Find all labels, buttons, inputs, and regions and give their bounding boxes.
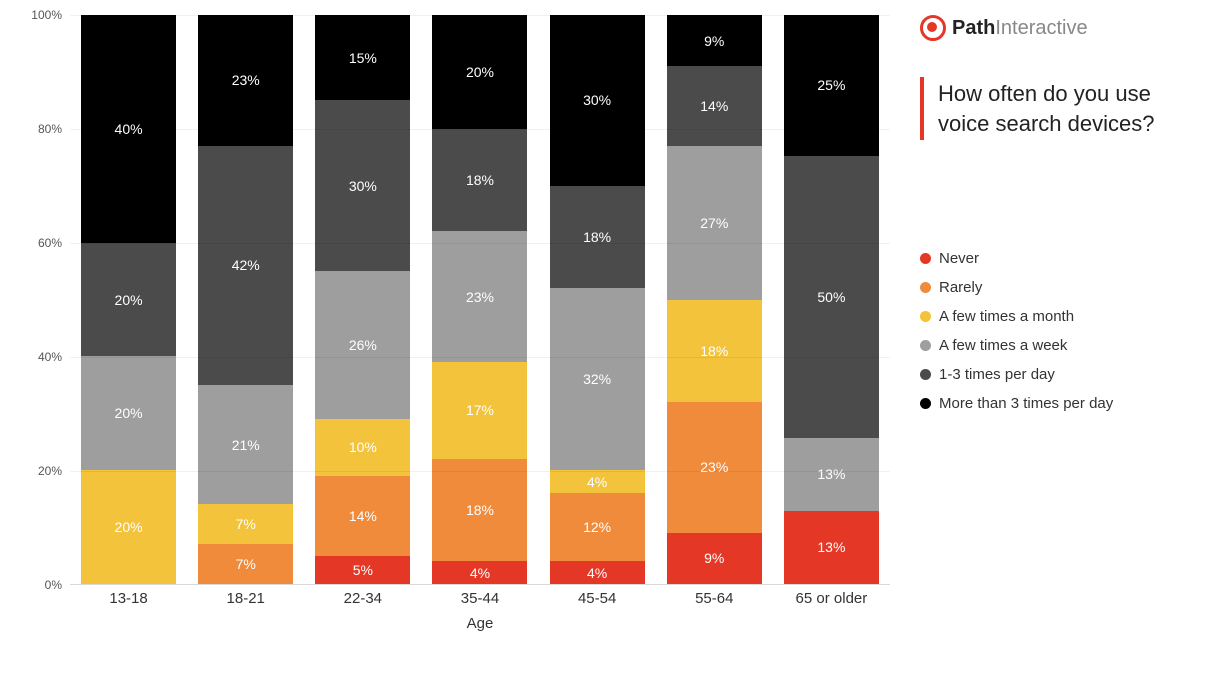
legend-item-one_three: 1-3 times per day	[920, 366, 1200, 383]
bar-segment-never: 9%	[667, 533, 762, 584]
y-tick-label: 80%	[38, 122, 62, 136]
bar-column: 20%18%23%17%18%4%	[432, 15, 527, 584]
x-tick-label: 13-18	[81, 590, 176, 607]
bar-column: 23%42%21%7%7%	[198, 15, 293, 584]
bar-segment-never: 4%	[550, 561, 645, 584]
bar-segment-rarely: 7%	[198, 544, 293, 584]
bar-segment-more_three: 15%	[315, 15, 410, 100]
x-tick-label: 55-64	[667, 590, 762, 607]
legend-label: Never	[939, 250, 979, 267]
bar-column: 15%30%26%10%14%5%	[315, 15, 410, 584]
bar-segment-one_three: 18%	[432, 129, 527, 231]
legend-label: More than 3 times per day	[939, 395, 1113, 412]
legend-label: 1-3 times per day	[939, 366, 1055, 383]
legend-swatch	[920, 253, 931, 264]
x-axis-title: Age	[70, 615, 890, 632]
bar-segment-more_three: 25%	[784, 15, 879, 156]
y-axis: 0%20%40%60%80%100%	[20, 15, 70, 585]
legend-label: A few times a week	[939, 337, 1067, 354]
gridline	[70, 15, 890, 16]
bar-segment-never: 4%	[432, 561, 527, 584]
bar-segment-few_month: 20%	[81, 470, 176, 584]
bar-segment-few_week: 23%	[432, 231, 527, 362]
bar-segment-few_month: 4%	[550, 470, 645, 493]
bar-segment-few_week: 26%	[315, 271, 410, 419]
bars-group: 40%20%20%20%23%42%21%7%7%15%30%26%10%14%…	[70, 15, 890, 584]
gridline	[70, 129, 890, 130]
bar-column: 9%14%27%18%23%9%	[667, 15, 762, 584]
bar-segment-rarely: 14%	[315, 476, 410, 556]
brand-logo-text: PathInteractive	[952, 17, 1088, 40]
legend-item-rarely: Rarely	[920, 279, 1200, 296]
chart-question: How often do you use voice search device…	[920, 77, 1200, 140]
x-tick-label: 18-21	[198, 590, 293, 607]
bar-segment-few_week: 21%	[198, 385, 293, 504]
bar-segment-few_week: 32%	[550, 288, 645, 470]
bar-segment-one_three: 18%	[550, 186, 645, 288]
legend-swatch	[920, 340, 931, 351]
gridline	[70, 357, 890, 358]
brand-name-light: Interactive	[995, 17, 1087, 39]
y-tick-label: 100%	[31, 8, 62, 22]
legend-swatch	[920, 311, 931, 322]
bar-segment-one_three: 20%	[81, 243, 176, 357]
bar-segment-more_three: 20%	[432, 15, 527, 129]
bar-segment-few_month: 18%	[667, 300, 762, 402]
legend-item-few_week: A few times a week	[920, 337, 1200, 354]
y-tick-label: 60%	[38, 236, 62, 250]
legend-swatch	[920, 282, 931, 293]
legend-label: Rarely	[939, 279, 982, 296]
bar-segment-few_month: 17%	[432, 362, 527, 459]
legend-item-few_month: A few times a month	[920, 308, 1200, 325]
brand-name-bold: Path	[952, 17, 995, 39]
bar-segment-few_month: 10%	[315, 419, 410, 476]
bar-segment-more_three: 30%	[550, 15, 645, 186]
bar-segment-more_three: 23%	[198, 15, 293, 146]
x-axis-labels: 13-18 18-21 22-34 35-44 45-54 55-64 65 or olde…	[70, 590, 890, 607]
x-tick-label: 45-54	[550, 590, 645, 607]
bar-segment-one_three: 50%	[784, 156, 879, 438]
bar-segment-one_three: 30%	[315, 100, 410, 271]
x-tick-label: 35-44	[432, 590, 527, 607]
bar-segment-one_three: 14%	[667, 66, 762, 146]
bar-segment-rarely: 18%	[432, 459, 527, 561]
bar-segment-rarely: 12%	[550, 493, 645, 561]
gridline	[70, 243, 890, 244]
bar-segment-few_week: 20%	[81, 356, 176, 470]
legend-swatch	[920, 369, 931, 380]
legend: Never Rarely A few times a month A few time…	[920, 250, 1200, 412]
gridline	[70, 471, 890, 472]
bar-column: 40%20%20%20%	[81, 15, 176, 584]
bar-segment-never: 5%	[315, 556, 410, 584]
bar-segment-few_week: 13%	[784, 438, 879, 511]
bar-column: 25%50%13%13%	[784, 15, 879, 584]
bar-segment-more_three: 9%	[667, 15, 762, 66]
y-tick-label: 20%	[38, 464, 62, 478]
brand-logo-icon	[920, 15, 946, 41]
bar-segment-never: 13%	[784, 511, 879, 584]
legend-item-never: Never	[920, 250, 1200, 267]
bar-segment-rarely: 23%	[667, 402, 762, 533]
y-tick-label: 0%	[45, 578, 62, 592]
legend-label: A few times a month	[939, 308, 1074, 325]
bar-segment-few_week: 27%	[667, 146, 762, 300]
bar-column: 30%18%32%4%12%4%	[550, 15, 645, 584]
bar-segment-few_month: 7%	[198, 504, 293, 544]
plot-area: 40%20%20%20%23%42%21%7%7%15%30%26%10%14%…	[70, 15, 890, 585]
x-tick-label: 65 or older	[784, 590, 879, 607]
y-tick-label: 40%	[38, 350, 62, 364]
legend-swatch	[920, 398, 931, 409]
legend-item-more_three: More than 3 times per day	[920, 395, 1200, 412]
brand-logo: PathInteractive	[920, 15, 1200, 41]
chart-container: 0%20%40%60%80%100% 40%20%20%20%23%42%21%…	[20, 15, 900, 655]
side-panel: PathInteractive How often do you use voi…	[920, 15, 1200, 412]
bar-segment-one_three: 42%	[198, 146, 293, 385]
x-tick-label: 22-34	[315, 590, 410, 607]
